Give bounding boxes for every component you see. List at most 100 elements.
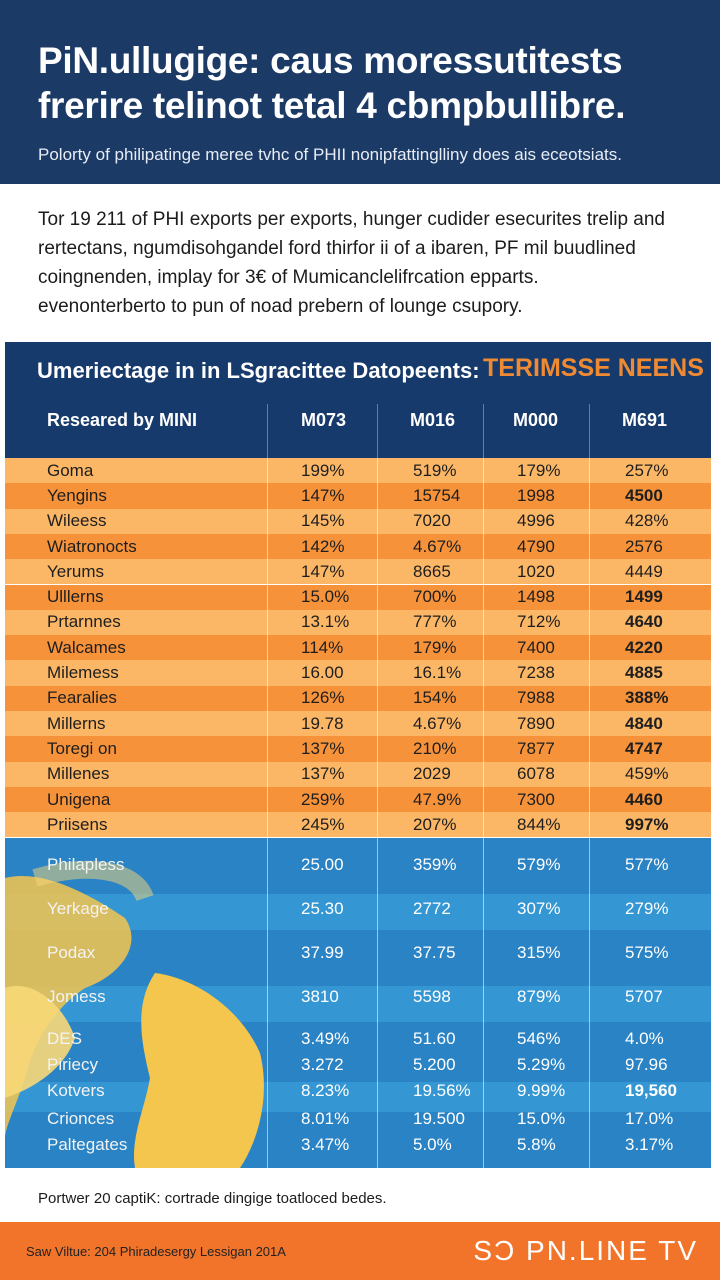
row-value: 700%	[413, 587, 457, 607]
row-value: 1020	[517, 561, 555, 581]
row-value: 4747	[625, 738, 663, 758]
row-value: 114%	[301, 637, 344, 657]
row-label: DES	[47, 1029, 82, 1048]
table-row	[5, 711, 711, 737]
blue-section: Philapless 25.00 359% 579% 577% Yerkage 25.30 2…	[5, 838, 711, 1168]
row-value: 4220	[625, 637, 663, 657]
row-value: 7020	[413, 511, 451, 531]
row-value: 147%	[301, 485, 345, 505]
row-value: 145%	[301, 511, 345, 531]
table-row	[5, 483, 711, 509]
row-value: 126%	[301, 688, 345, 708]
header-divider	[267, 404, 268, 458]
column-divider	[377, 458, 378, 1168]
row-value: 546%	[517, 1029, 561, 1048]
row-label: Piriecy	[47, 1055, 99, 1074]
row-label: Walcames	[47, 637, 126, 657]
table-tag: TERIMSSE NEENS	[483, 354, 704, 382]
data-table: Umeriectage in in LSgracittee Datopeents…	[5, 342, 711, 1168]
row-value: 5.29%	[517, 1055, 566, 1074]
row-value: 13.1%	[301, 612, 350, 632]
row-value: 37.99	[301, 943, 344, 962]
source-credit: Saw Viltue: 204 Phiradesergy Lessigan 20…	[26, 1244, 286, 1259]
row-label: Podax	[47, 943, 96, 962]
row-value: 388%	[625, 688, 669, 708]
intro-line: Tor 19 211 of PHI exports per exports, h…	[38, 209, 665, 230]
row-value: 16.00	[301, 663, 344, 683]
intro-line: rertectans, ngumdisohgandel ford thirfor…	[38, 238, 636, 259]
row-label: Prtarnnes	[47, 612, 121, 632]
row-value: 4790	[517, 536, 555, 556]
column-header-4: M691	[622, 410, 668, 430]
row-value: 19.500	[413, 1109, 465, 1128]
table-row	[5, 635, 711, 661]
row-value: 19,560	[625, 1081, 677, 1100]
row-value: 279%	[625, 899, 669, 918]
row-value: 15754	[413, 485, 461, 505]
row-value: 137%	[301, 764, 345, 784]
row-value: 47.9%	[413, 789, 462, 809]
map-silhouette	[5, 860, 264, 1168]
row-label: Ulllerns	[47, 587, 104, 607]
brand-logo: SƆ PN.LINE TV	[473, 1235, 698, 1266]
row-value: 97.96	[625, 1055, 668, 1074]
header-divider	[589, 404, 590, 458]
row-value: 179%	[517, 460, 561, 480]
row-value: 15.0%	[517, 1109, 566, 1128]
row-value: 2576	[625, 536, 663, 556]
row-value: 16.1%	[413, 663, 462, 683]
row-value: 4460	[625, 789, 663, 809]
row-value: 25.30	[301, 899, 344, 918]
footnote: Portwer 20 captiK: cortrade dingige toat…	[38, 1190, 387, 1207]
row-value: 7300	[517, 789, 555, 809]
row-value: 257%	[625, 460, 669, 480]
row-value: 5707	[625, 987, 663, 1006]
header-divider	[483, 404, 484, 458]
intro-line: coingnenden, implay for 3€ of Mumicancle…	[38, 267, 539, 288]
row-value: 7988	[517, 688, 555, 708]
column-header-3: M000	[513, 410, 559, 430]
row-value: 4640	[625, 612, 663, 632]
row-value: 315%	[517, 943, 561, 962]
header-divider	[377, 404, 378, 458]
row-value: 15.0%	[301, 587, 350, 607]
row-label: Unigena	[47, 789, 111, 809]
row-value: 577%	[625, 855, 669, 874]
row-value: 1499	[625, 587, 663, 607]
header-banner: PiN.ullugige: caus moressutitests frerir…	[0, 0, 720, 184]
footer-bar: Saw Viltue: 204 Phiradesergy Lessigan 20…	[0, 1222, 720, 1280]
row-label: Crionces	[47, 1109, 115, 1128]
row-value: 579%	[517, 855, 561, 874]
row-value: 8.23%	[301, 1081, 350, 1100]
row-value: 9.99%	[517, 1081, 566, 1100]
table-row	[5, 685, 711, 711]
row-label: Kotvers	[47, 1081, 105, 1100]
row-value: 4.67%	[413, 536, 462, 556]
page-subtitle: Polorty of philipatinge meree tvhc of PH…	[38, 145, 622, 164]
row-value: 210%	[413, 738, 457, 758]
row-value: 777%	[413, 612, 457, 632]
row-value: 7400	[517, 637, 555, 657]
page-title: PiN.ullugige: caus moressutitests frerir…	[38, 38, 690, 128]
row-value: 199%	[301, 460, 345, 480]
row-value: 147%	[301, 561, 345, 581]
row-value: 7238	[517, 663, 555, 683]
row-value: 4.0%	[625, 1029, 664, 1048]
row-value: 179%	[413, 637, 457, 657]
row-value: 207%	[413, 814, 457, 834]
row-label: Priisens	[47, 814, 108, 834]
table-row	[5, 736, 711, 762]
row-value: 4.67%	[413, 713, 462, 733]
column-header-name: Researed by MINI	[47, 410, 198, 430]
row-label: Millerns	[47, 713, 106, 733]
row-value: 4996	[517, 511, 555, 531]
table-row	[5, 660, 711, 686]
row-value: 7890	[517, 713, 555, 733]
row-value: 3810	[301, 987, 339, 1006]
intro-line: evenonterberto to pun of noad prebern of…	[38, 296, 523, 317]
table-row	[5, 812, 711, 838]
row-value: 6078	[517, 764, 555, 784]
row-value: 459%	[625, 764, 669, 784]
row-value: 3.17%	[625, 1135, 674, 1154]
row-label: Millenes	[47, 764, 110, 784]
